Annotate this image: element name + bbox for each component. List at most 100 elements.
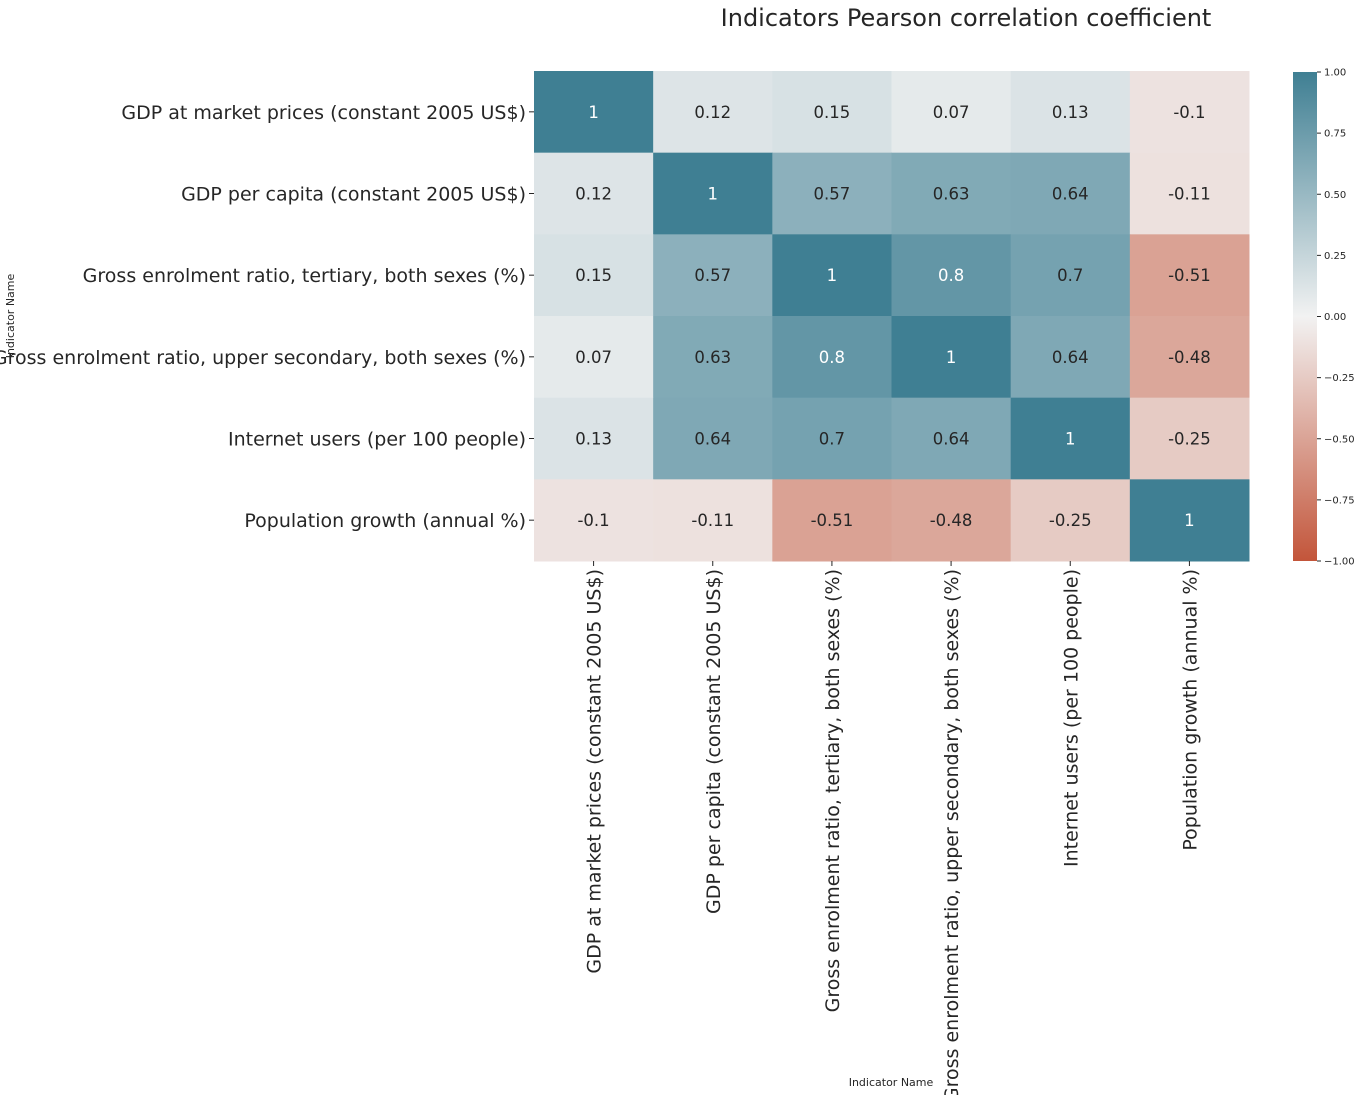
heatmap-cell — [653, 152, 773, 235]
cell-value-label: 0.12 — [575, 185, 612, 204]
cell-value-label: 0.64 — [694, 430, 731, 449]
heatmap-cell — [1129, 397, 1250, 480]
cell-value-label: 0.63 — [694, 348, 731, 367]
x-tick-label: GDP at market prices (constant 2005 US$) — [584, 569, 606, 974]
cell-value-label: 0.64 — [1052, 185, 1089, 204]
cell-value-label: 1 — [1184, 511, 1195, 530]
heatmap-cell — [534, 234, 654, 317]
heatmap-cell — [1010, 152, 1131, 235]
heatmap-cell-labels: 1 0.12 0.15 0.07 0.13 -0.1 0.12 1 0.57 0.63 0.64 -0… — [575, 103, 1211, 530]
y-tick-label: GDP at market prices (constant 2005 US$) — [121, 102, 526, 124]
cell-value-label: -0.1 — [1173, 103, 1205, 122]
cell-value-label: -0.11 — [691, 511, 734, 530]
x-tick-labels: GDP at market prices (constant 2005 US$)… — [584, 561, 1201, 1095]
x-tick-label: GDP per capita (constant 2005 US$) — [703, 569, 725, 914]
colorbar-tick-label: 1.00 — [1324, 68, 1346, 79]
cell-value-label: 0.15 — [575, 266, 612, 285]
y-tick-label: GDP per capita (constant 2005 US$) — [181, 184, 526, 206]
cell-value-label: -0.51 — [1168, 266, 1211, 285]
heatmap-cell — [653, 316, 773, 399]
colorbar-tick-label: 0.25 — [1324, 251, 1346, 262]
heatmap-cell — [653, 397, 773, 480]
cell-value-label: 1 — [827, 266, 838, 285]
y-tick-labels: GDP at market prices (constant 2005 US$)… — [0, 102, 534, 532]
heatmap-cell — [772, 316, 892, 399]
cell-value-label: 1 — [946, 348, 957, 367]
cell-value-label: 0.7 — [819, 430, 845, 449]
colorbar-tick-label: −0.75 — [1324, 495, 1355, 506]
colorbar-tick-label: −0.50 — [1324, 434, 1355, 445]
x-axis-label: Indicator Name — [849, 1076, 934, 1089]
cell-value-label: 1 — [1065, 430, 1076, 449]
cell-value-label: 0.8 — [938, 266, 964, 285]
heatmap-cell — [891, 234, 1012, 317]
heatmap-cell — [653, 479, 773, 562]
x-tick-label: Internet users (per 100 people) — [1060, 569, 1082, 867]
cell-value-label: 0.64 — [933, 430, 970, 449]
cell-value-label: 1 — [588, 103, 599, 122]
heatmap-cell — [891, 71, 1012, 154]
heatmap-cell — [891, 397, 1012, 480]
colorbar-tick-label: −1.00 — [1324, 557, 1355, 568]
heatmap-cell — [1010, 234, 1131, 317]
heatmap-cell — [891, 479, 1012, 562]
cell-value-label: 0.64 — [1052, 348, 1089, 367]
heatmap-cell — [772, 479, 892, 562]
heatmap-cell — [1010, 316, 1131, 399]
heatmap-cell — [1010, 397, 1131, 480]
y-tick-label: Internet users (per 100 people) — [228, 429, 526, 451]
heatmap-cell — [653, 234, 773, 317]
heatmap-cell — [534, 479, 654, 562]
heatmap-cell — [772, 397, 892, 480]
colorbar — [1293, 72, 1317, 561]
colorbar-tick-label: −0.25 — [1324, 373, 1355, 384]
heatmap-cell — [653, 71, 773, 154]
cell-value-label: 0.57 — [694, 266, 731, 285]
heatmap-cell — [772, 234, 892, 317]
cell-value-label: 0.63 — [933, 185, 970, 204]
cell-value-label: 0.07 — [575, 348, 612, 367]
heatmap-cell — [1129, 71, 1250, 154]
cell-value-label: -0.51 — [811, 511, 854, 530]
heatmap-cell — [1129, 479, 1250, 562]
cell-value-label: 0.15 — [814, 103, 851, 122]
heatmap-cell — [1129, 316, 1250, 399]
heatmap-cell — [1129, 152, 1250, 235]
cell-value-label: 1 — [708, 185, 719, 204]
heatmap-cell — [891, 152, 1012, 235]
cell-value-label: 0.13 — [1052, 103, 1089, 122]
cell-value-label: -0.1 — [577, 511, 609, 530]
x-tick-label: Population growth (annual %) — [1179, 569, 1201, 851]
heatmap-cell — [772, 152, 892, 235]
cell-value-label: -0.48 — [1168, 348, 1211, 367]
colorbar-tick-label: 0.00 — [1324, 312, 1346, 323]
heatmap-cell — [1010, 479, 1131, 562]
cell-value-label: 0.8 — [819, 348, 845, 367]
colorbar-ticks: 1.00 0.75 0.50 0.25 0.00 −0.25 −0.50 −0.75 −1.00 — [1317, 68, 1355, 568]
heatmap-cell — [891, 316, 1012, 399]
y-tick-label: Population growth (annual %) — [244, 510, 526, 532]
heatmap-cell — [534, 152, 654, 235]
y-axis-label: Indicator Name — [4, 273, 17, 358]
cell-value-label: 0.07 — [933, 103, 970, 122]
y-tick-label: Gross enrolment ratio, upper secondary, … — [0, 347, 526, 369]
heatmap-cell — [534, 397, 654, 480]
heatmap-cell — [772, 71, 892, 154]
cell-value-label: -0.48 — [930, 511, 973, 530]
heatmap-cell — [534, 71, 654, 154]
cell-value-label: -0.11 — [1168, 185, 1211, 204]
heatmap-cell — [534, 316, 654, 399]
cell-value-label: -0.25 — [1168, 430, 1211, 449]
cell-value-label: -0.25 — [1049, 511, 1092, 530]
colorbar-tick-label: 0.75 — [1324, 129, 1346, 140]
cell-value-label: 0.13 — [575, 430, 612, 449]
y-tick-label: Gross enrolment ratio, tertiary, both se… — [83, 265, 526, 287]
heatmap-cell — [1129, 234, 1250, 317]
x-tick-label: Gross enrolment ratio, tertiary, both se… — [822, 569, 844, 1012]
heatmap-cell — [1010, 71, 1131, 154]
cell-value-label: 0.7 — [1057, 266, 1083, 285]
cell-value-label: 0.12 — [694, 103, 731, 122]
heatmap-cells — [534, 71, 1250, 562]
cell-value-label: 0.57 — [814, 185, 851, 204]
